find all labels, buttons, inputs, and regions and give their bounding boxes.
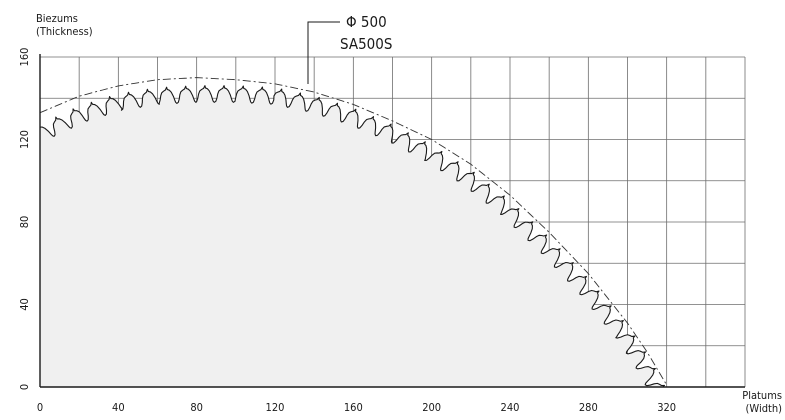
y-tick-label: 0: [18, 384, 31, 390]
x-tick-labels: 0 40 80 120 160 200 240 280 320: [37, 401, 676, 414]
x-tick-label: 200: [422, 401, 441, 414]
y-tick-label: 80: [18, 216, 31, 229]
y-axis-title-secondary: (Thickness): [36, 25, 93, 38]
x-tick-label: 280: [579, 401, 598, 414]
y-tick-labels: 0 40 80 120 160: [18, 48, 31, 391]
x-tick-label: 80: [190, 401, 203, 414]
annotation-model: SA500S: [340, 35, 392, 53]
saw-profile-fill: [40, 86, 665, 387]
x-tick-label: 320: [657, 401, 676, 414]
y-tick-label: 120: [18, 130, 31, 149]
annotation-leader: [308, 22, 340, 84]
y-tick-label: 160: [18, 48, 31, 67]
x-tick-label: 160: [344, 401, 363, 414]
x-tick-label: 240: [501, 401, 520, 414]
annotation-diameter: Φ 500: [346, 13, 387, 31]
y-tick-label: 40: [18, 298, 31, 311]
x-axis-title: Platums: [742, 389, 782, 402]
x-tick-label: 40: [112, 401, 125, 414]
x-axis-title-secondary: (Width): [746, 402, 783, 415]
x-tick-label: 120: [266, 401, 285, 414]
y-axis-title: Biezums: [36, 12, 78, 25]
x-tick-label: 0: [37, 401, 43, 414]
